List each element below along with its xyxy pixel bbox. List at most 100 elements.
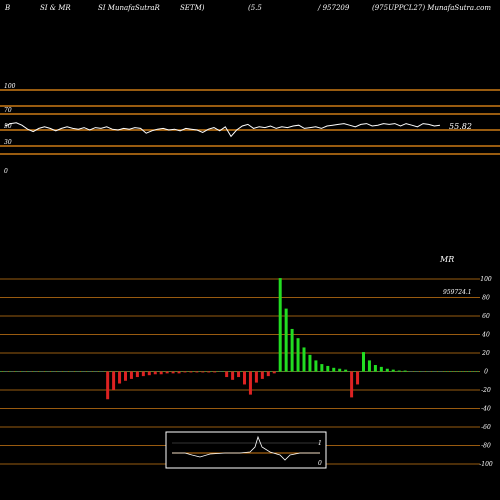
rsi-tick-label: 30 xyxy=(4,139,12,146)
mr-tick-label: 0 xyxy=(484,369,488,376)
mr-bar xyxy=(5,371,8,372)
mr-bar xyxy=(243,371,246,385)
header-label: (5.5 xyxy=(248,4,262,12)
mr-bar xyxy=(362,352,365,372)
mr-bar xyxy=(397,370,401,372)
mr-bar xyxy=(266,371,270,377)
mr-bar xyxy=(147,371,151,376)
mr-bar xyxy=(195,371,199,373)
mr-bar xyxy=(28,371,32,372)
mr-bar xyxy=(356,371,360,385)
mr-bar xyxy=(332,367,336,372)
mr-bar xyxy=(296,338,300,372)
mr-bar xyxy=(248,371,252,395)
mr-bar xyxy=(290,328,294,372)
mr-bar xyxy=(46,371,50,372)
mr-bar xyxy=(403,370,407,372)
mr-bar xyxy=(219,371,223,372)
mr-bar xyxy=(254,371,258,383)
rsi-last-value: 55.82 xyxy=(449,122,472,131)
mr-bar xyxy=(70,371,74,372)
mr-bar xyxy=(367,360,371,372)
header-label: SI MunafaSutraR xyxy=(98,4,161,12)
mr-bar xyxy=(207,371,211,373)
mr-bar xyxy=(302,347,306,372)
mr-bar xyxy=(284,308,288,372)
mr-bar xyxy=(308,354,312,372)
header-label: B xyxy=(4,4,10,12)
rsi-tick-label: 100 xyxy=(4,83,16,90)
mini-frame xyxy=(165,431,327,469)
mr-bar xyxy=(225,371,229,378)
mr-bar xyxy=(118,371,122,384)
mr-bar xyxy=(34,371,38,372)
mr-tick-label: 60 xyxy=(482,313,490,320)
mr-bar xyxy=(82,371,86,372)
rsi-panel: 100 70 50 30 0 55.82 xyxy=(0,83,500,175)
header-label: (975UPPCL27) MunafaSutra.com xyxy=(372,4,491,12)
mr-bar xyxy=(52,371,56,372)
mr-bar xyxy=(22,371,26,372)
mr-bar xyxy=(159,371,163,375)
mr-bar xyxy=(64,371,68,372)
mr-bar xyxy=(153,371,157,375)
mr-bar xyxy=(76,371,80,372)
mr-bar xyxy=(189,371,193,373)
mr-tick-label: -80 xyxy=(481,443,491,450)
mr-tick-label: -100 xyxy=(479,461,493,468)
mr-bar xyxy=(391,369,395,372)
header: B SI & MR SI MunafaSutraR SETM) (5.5 / 9… xyxy=(4,4,491,12)
mr-tick-label: 100 xyxy=(480,276,492,283)
mr-bar xyxy=(94,371,98,372)
mr-bar xyxy=(326,365,330,372)
mini-tick-label: 0 xyxy=(318,460,322,467)
mr-bar xyxy=(124,371,127,381)
mr-value-label: 959724.1 xyxy=(443,289,472,296)
mr-tick-label: -60 xyxy=(481,424,491,431)
rsi-tick-label: 70 xyxy=(4,107,12,114)
mr-bar xyxy=(338,368,342,372)
mr-bar xyxy=(10,371,14,372)
rsi-series-line xyxy=(4,122,441,138)
mr-bar xyxy=(427,371,431,372)
mr-name-label: MR xyxy=(439,255,454,264)
rsi-tick-label: 50 xyxy=(4,123,12,130)
header-label: SI & MR xyxy=(40,4,71,12)
mr-bar xyxy=(183,371,187,373)
mr-bar xyxy=(385,368,389,372)
mr-bar xyxy=(100,371,104,372)
mini-chart: 10 xyxy=(165,431,327,469)
mr-bar xyxy=(112,371,116,390)
mr-bar xyxy=(409,371,413,372)
mr-bar xyxy=(171,371,175,374)
mr-bar xyxy=(260,371,264,379)
mr-bar xyxy=(320,364,324,372)
mr-bar xyxy=(344,369,348,372)
mr-bar xyxy=(350,371,354,398)
mr-bar xyxy=(201,371,205,373)
mr-tick-label: 80 xyxy=(482,295,490,302)
mr-bar xyxy=(106,371,110,400)
mini-series-line xyxy=(172,435,320,461)
mr-bar xyxy=(237,371,241,378)
mr-bar xyxy=(213,371,217,373)
mr-bar xyxy=(421,371,425,372)
mr-bar xyxy=(165,371,169,374)
mr-tick-label: 40 xyxy=(481,332,490,339)
rsi-tick-label: 0 xyxy=(4,168,8,175)
header-label: / 957209 xyxy=(317,4,350,12)
mr-bar xyxy=(439,371,443,372)
mr-bar xyxy=(88,371,92,372)
mr-bar xyxy=(231,371,235,380)
mr-bar xyxy=(129,371,133,379)
mr-bar xyxy=(433,371,437,372)
mr-bar xyxy=(40,371,44,372)
mr-bar xyxy=(373,365,377,372)
mr-bar xyxy=(135,371,139,378)
mr-tick-label: 20 xyxy=(481,350,490,357)
mr-tick-label: -20 xyxy=(481,387,491,394)
mr-bar xyxy=(58,371,62,372)
mini-tick-label: 1 xyxy=(318,440,322,447)
